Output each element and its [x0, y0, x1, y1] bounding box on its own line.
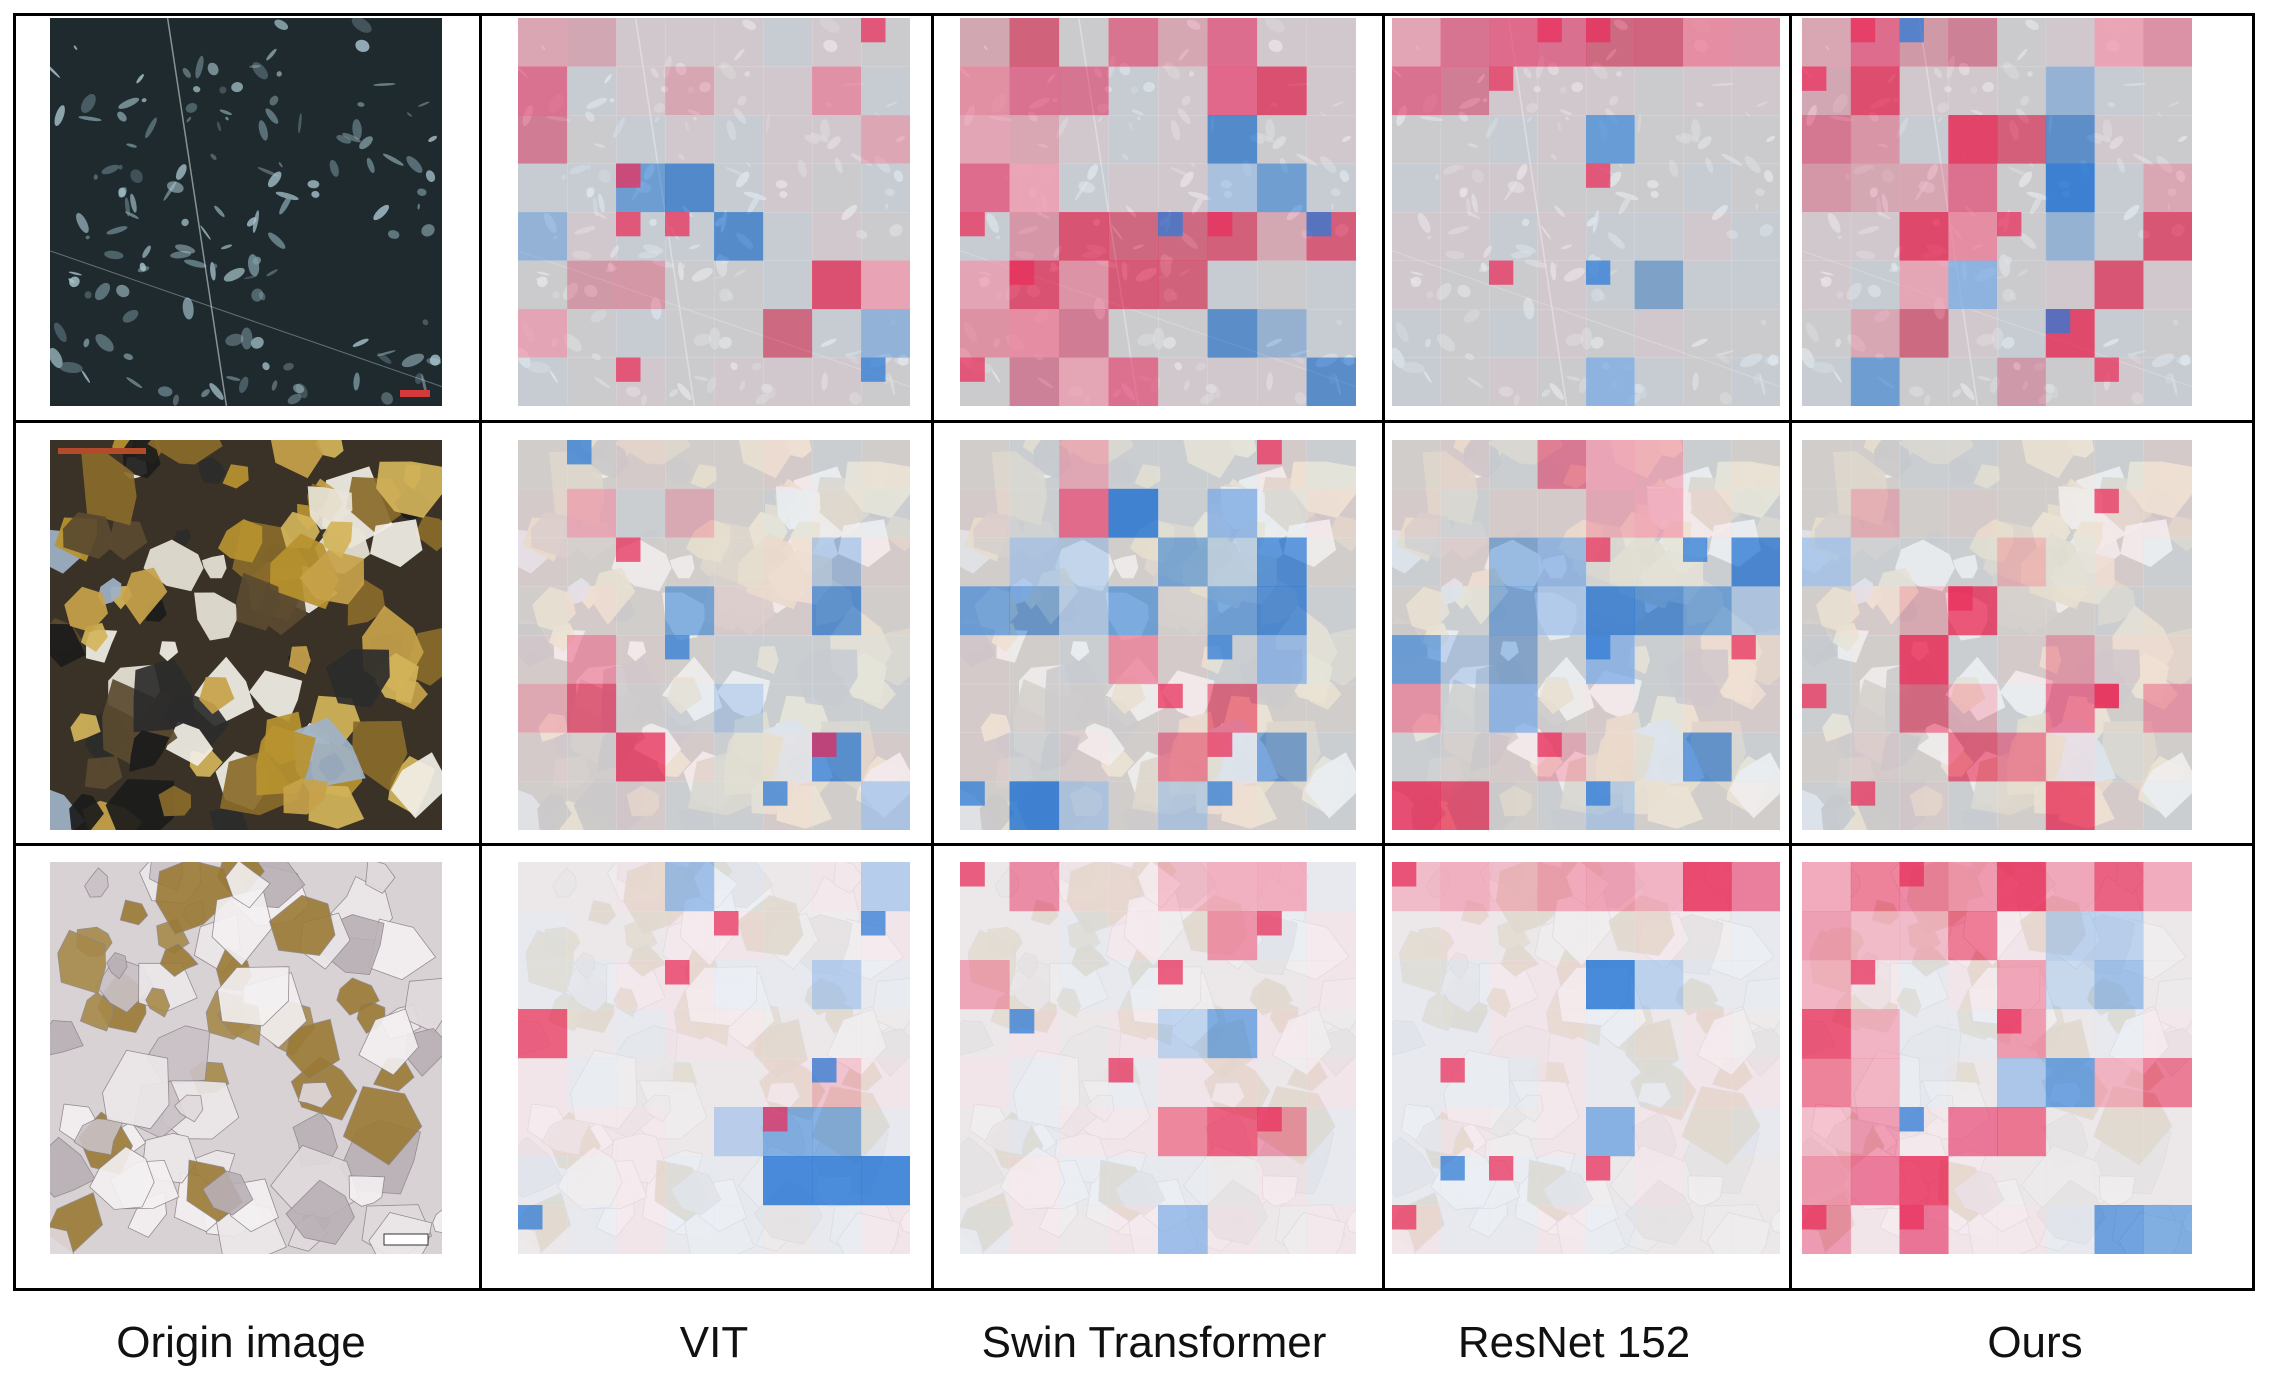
- origin-image: [50, 862, 442, 1254]
- caption-vit: VIT: [679, 1318, 749, 1367]
- vit-heatmap: [518, 440, 910, 830]
- column-divider: [1382, 16, 1385, 1288]
- row-divider: [16, 420, 2252, 423]
- column-divider: [479, 16, 482, 1288]
- vit-heatmap: [518, 18, 910, 406]
- resnet-heatmap: [1392, 440, 1780, 830]
- resnet-heatmap: [1392, 18, 1780, 406]
- caption-swin-transformer: Swin Transformer: [981, 1318, 1327, 1367]
- swin-heatmap: [960, 862, 1356, 1254]
- ours-heatmap: [1802, 862, 2192, 1254]
- vit-heatmap: [518, 862, 910, 1254]
- caption-ours: Ours: [1987, 1318, 2083, 1367]
- column-divider: [931, 16, 934, 1288]
- column-divider: [1789, 16, 1792, 1288]
- swin-heatmap: [960, 18, 1356, 406]
- figure-grid: [13, 13, 2255, 1291]
- ours-heatmap: [1802, 440, 2192, 830]
- row-divider: [16, 843, 2252, 846]
- ours-heatmap: [1802, 18, 2192, 406]
- resnet-heatmap: [1392, 862, 1780, 1254]
- caption-origin-image: Origin image: [116, 1318, 366, 1367]
- caption-resnet-152: ResNet 152: [1457, 1318, 1691, 1367]
- origin-image: [50, 18, 442, 406]
- swin-heatmap: [960, 440, 1356, 830]
- origin-image: [50, 440, 442, 830]
